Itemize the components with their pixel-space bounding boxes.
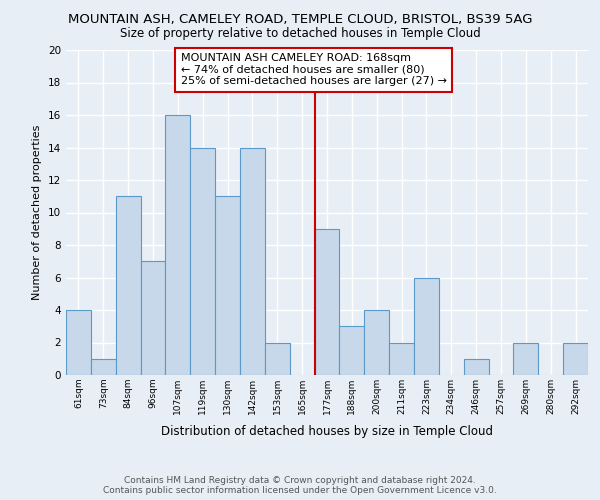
Bar (364, 310, 389, 375)
Bar (66, 310, 91, 375)
Bar (190, 148, 215, 375)
Bar (514, 342, 538, 375)
X-axis label: Distribution of detached houses by size in Temple Cloud: Distribution of detached houses by size … (161, 426, 493, 438)
Bar (340, 326, 364, 375)
Bar (91, 359, 116, 375)
Bar (140, 261, 166, 375)
Text: Contains HM Land Registry data © Crown copyright and database right 2024.
Contai: Contains HM Land Registry data © Crown c… (103, 476, 497, 495)
Bar (389, 342, 414, 375)
Bar (265, 342, 290, 375)
Bar (166, 115, 190, 375)
Text: MOUNTAIN ASH, CAMELEY ROAD, TEMPLE CLOUD, BRISTOL, BS39 5AG: MOUNTAIN ASH, CAMELEY ROAD, TEMPLE CLOUD… (68, 12, 532, 26)
Text: MOUNTAIN ASH CAMELEY ROAD: 168sqm
← 74% of detached houses are smaller (80)
25% : MOUNTAIN ASH CAMELEY ROAD: 168sqm ← 74% … (181, 53, 447, 86)
Bar (240, 148, 265, 375)
Text: Size of property relative to detached houses in Temple Cloud: Size of property relative to detached ho… (119, 28, 481, 40)
Bar (563, 342, 588, 375)
Bar (116, 196, 140, 375)
Y-axis label: Number of detached properties: Number of detached properties (32, 125, 43, 300)
Bar (414, 278, 439, 375)
Bar (314, 229, 340, 375)
Bar (464, 359, 488, 375)
Bar (215, 196, 240, 375)
